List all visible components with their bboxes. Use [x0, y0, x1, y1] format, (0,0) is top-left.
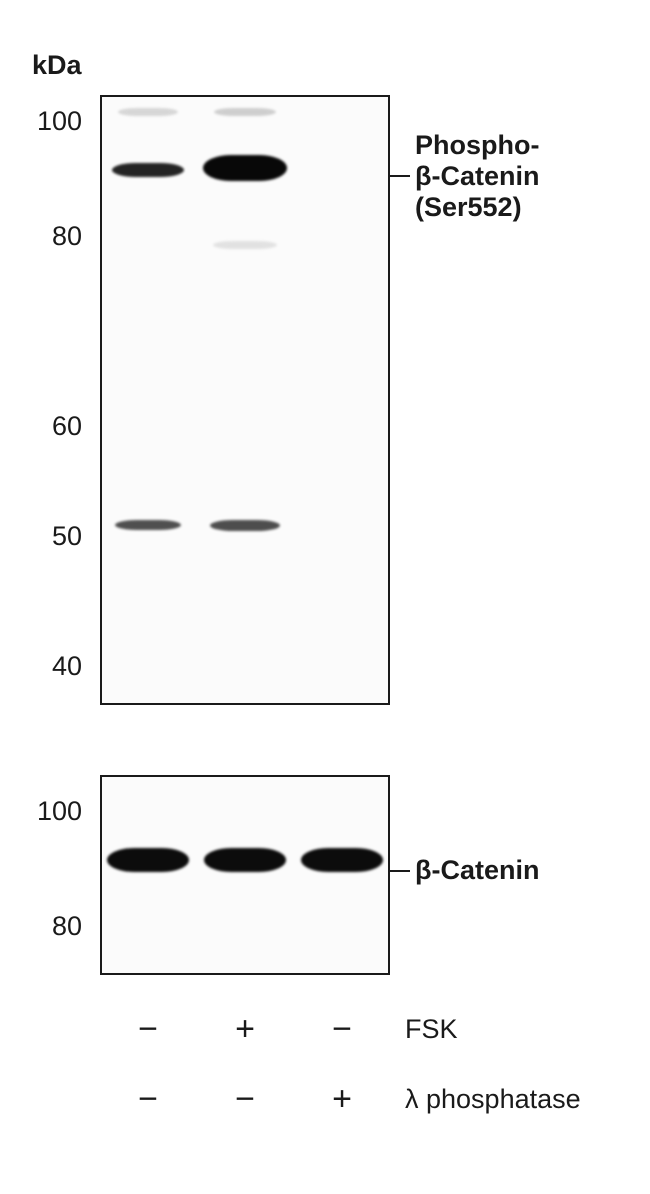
condition-symbol: − [128, 1080, 168, 1119]
band-pointer-tick [390, 870, 410, 872]
antibody-label-top-line3: (Ser552) [415, 192, 522, 222]
condition-symbol: + [322, 1080, 362, 1119]
condition-symbol: − [128, 1010, 168, 1049]
antibody-label-top: Phospho- β-Catenin (Ser552) [415, 130, 539, 223]
mw-label-50: 50 [32, 521, 82, 552]
condition-symbol: − [322, 1010, 362, 1049]
mw-label-80: 80 [32, 911, 82, 942]
band [213, 241, 277, 249]
antibody-label-top-line2: β-Catenin [415, 161, 539, 191]
units-label: kDa [32, 50, 82, 81]
band-pointer-tick [390, 175, 410, 177]
band [301, 848, 383, 872]
band [214, 108, 276, 116]
condition-symbol: + [225, 1010, 265, 1049]
mw-label-80: 80 [32, 221, 82, 252]
band [118, 108, 178, 116]
condition-label: λ phosphatase [405, 1084, 581, 1115]
band [115, 520, 181, 530]
condition-symbol: − [225, 1080, 265, 1119]
band [210, 520, 280, 531]
condition-label: FSK [405, 1014, 458, 1045]
band [204, 848, 286, 872]
mw-label-100: 100 [32, 796, 82, 827]
blot-top-phospho-bcatenin [100, 95, 390, 705]
mw-label-100: 100 [32, 106, 82, 137]
antibody-label-bottom: β-Catenin [415, 855, 539, 886]
mw-label-60: 60 [32, 411, 82, 442]
antibody-label-top-line1: Phospho- [415, 130, 539, 160]
band [112, 163, 184, 177]
band [107, 848, 189, 872]
blot-bottom-bcatenin [100, 775, 390, 975]
mw-label-40: 40 [32, 651, 82, 682]
band [203, 155, 287, 181]
